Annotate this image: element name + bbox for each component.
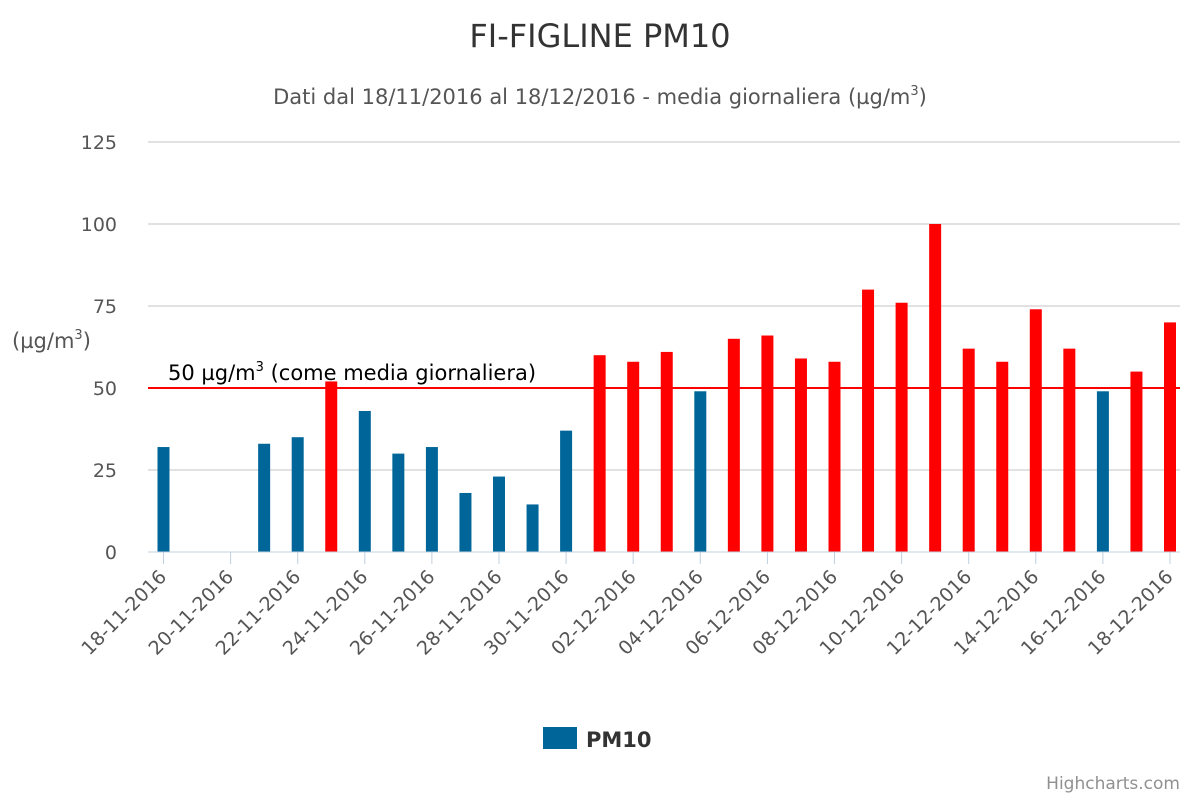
bar[interactable] (157, 447, 170, 552)
legend-swatch[interactable] (543, 727, 577, 749)
bar[interactable] (727, 338, 740, 552)
bar[interactable] (258, 443, 271, 552)
y-tick-label: 100 (81, 214, 117, 236)
y-tick-label: 75 (93, 296, 117, 318)
y-axis-ticks: 0 25 50 75 100 125 (81, 132, 117, 564)
legend[interactable]: PM10 (543, 727, 652, 752)
bar[interactable] (660, 351, 673, 552)
x-axis-ticks: 18-11-201620-11-201622-11-201624-11-2016… (77, 552, 1178, 660)
bar[interactable] (1164, 322, 1176, 552)
bar[interactable] (1063, 348, 1076, 552)
bar[interactable] (862, 289, 875, 552)
bar[interactable] (694, 391, 707, 552)
y-tick-label: 50 (93, 378, 117, 400)
bar[interactable] (1130, 371, 1143, 552)
bar[interactable] (560, 430, 573, 552)
bar[interactable] (593, 355, 606, 552)
threshold-label: 50 µg/m3 (come media giornaliera) (168, 360, 536, 385)
bar[interactable] (358, 410, 371, 552)
bar[interactable] (526, 504, 539, 552)
bar[interactable] (627, 361, 640, 552)
y-tick-label: 0 (105, 542, 117, 564)
legend-label[interactable]: PM10 (586, 728, 652, 752)
bar[interactable] (425, 447, 438, 552)
y-tick-label: 25 (93, 460, 117, 482)
bar[interactable] (761, 335, 774, 552)
bar[interactable] (493, 476, 505, 552)
bar[interactable] (459, 492, 472, 552)
bar-series (157, 224, 1176, 552)
chart-subtitle: Dati dal 18/11/2016 al 18/12/2016 - medi… (273, 84, 927, 109)
bar[interactable] (828, 361, 841, 552)
bar[interactable] (392, 453, 405, 552)
bar[interactable] (996, 361, 1009, 552)
bar[interactable] (325, 381, 338, 552)
chart-title: FI-FIGLINE PM10 (469, 17, 730, 55)
bar[interactable] (895, 302, 908, 552)
bar[interactable] (962, 348, 975, 552)
bar[interactable] (1096, 391, 1109, 552)
bar[interactable] (1029, 309, 1042, 552)
y-axis-label: (µg/m3) (12, 328, 91, 353)
bar[interactable] (794, 358, 807, 552)
credits-link[interactable]: Highcharts.com (1046, 774, 1180, 794)
y-tick-label: 125 (81, 132, 117, 154)
bar[interactable] (291, 437, 304, 552)
